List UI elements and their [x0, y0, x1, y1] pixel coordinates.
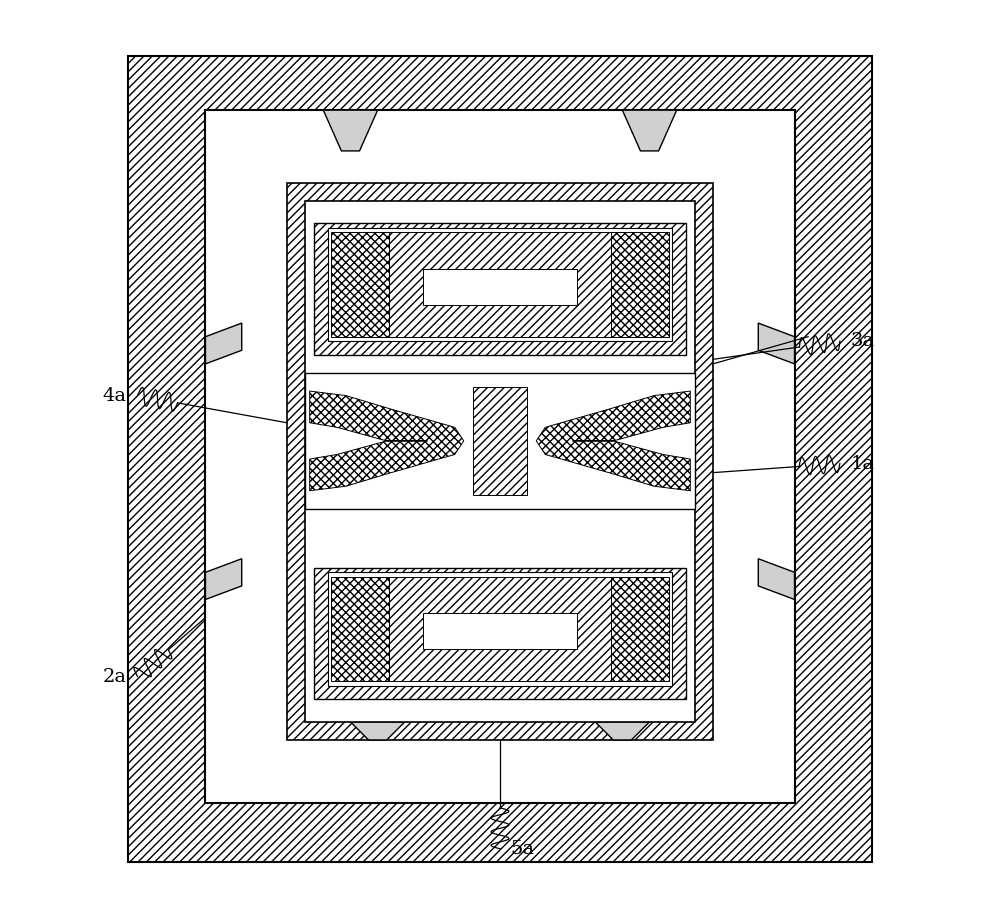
Polygon shape: [205, 559, 242, 600]
Text: 3a: 3a: [851, 332, 875, 350]
Bar: [473, 386, 527, 495]
Polygon shape: [758, 559, 795, 600]
Bar: [331, 577, 389, 681]
Text: 1a: 1a: [851, 454, 875, 473]
Bar: [287, 183, 713, 740]
Bar: [305, 373, 695, 509]
Bar: [611, 233, 669, 336]
Bar: [314, 568, 686, 699]
Bar: [328, 228, 672, 341]
Text: 5a: 5a: [511, 840, 535, 858]
Bar: [314, 224, 686, 355]
Polygon shape: [622, 110, 677, 151]
Polygon shape: [323, 110, 378, 151]
Polygon shape: [205, 323, 242, 364]
Bar: [205, 110, 795, 804]
Bar: [611, 577, 669, 681]
Polygon shape: [758, 323, 795, 364]
Polygon shape: [310, 391, 464, 491]
Bar: [305, 201, 695, 722]
Polygon shape: [595, 722, 650, 740]
Text: 2a: 2a: [103, 667, 127, 685]
Bar: [423, 613, 577, 649]
Bar: [128, 55, 872, 863]
Bar: [389, 577, 611, 681]
Text: 4a: 4a: [103, 386, 127, 405]
Polygon shape: [350, 722, 405, 740]
Polygon shape: [536, 391, 690, 491]
Bar: [389, 233, 611, 336]
Bar: [328, 573, 672, 685]
Bar: [331, 233, 389, 336]
Bar: [423, 269, 577, 305]
